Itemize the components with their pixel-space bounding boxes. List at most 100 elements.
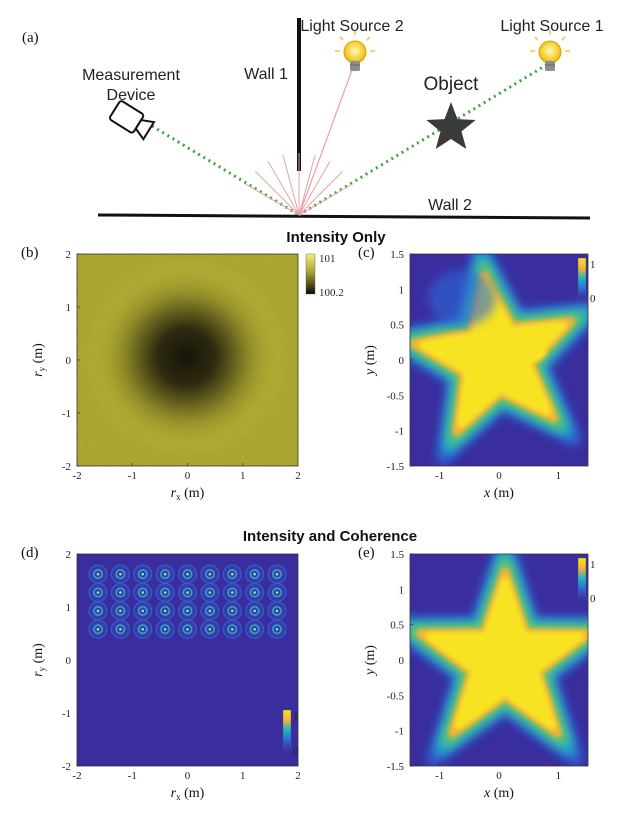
star-object-icon bbox=[426, 102, 476, 149]
x-axis-label: rx (m) bbox=[171, 486, 205, 502]
scattered-ray bbox=[245, 183, 300, 216]
y-axis-label: y (m) bbox=[363, 645, 378, 677]
coherence-ring-center bbox=[275, 572, 279, 576]
coherence-ring-inner bbox=[115, 569, 126, 580]
coherence-ring-inner bbox=[227, 587, 238, 598]
ray-floor-to-source-1 bbox=[298, 62, 549, 217]
colorbar-tick-label: 1 bbox=[590, 559, 596, 571]
coherence-ring-center bbox=[230, 609, 234, 613]
coherence-ring-inner bbox=[182, 569, 193, 580]
x-tick-label: 1 bbox=[556, 770, 562, 782]
scattered-ray bbox=[298, 170, 344, 216]
y-tick-label: 1.5 bbox=[390, 249, 404, 261]
colorbar-tick-label: 1 bbox=[293, 711, 299, 723]
y-axis-label: y (m) bbox=[363, 345, 378, 377]
coherence-ring-center bbox=[163, 591, 167, 594]
panel-letter-label: (c) bbox=[358, 245, 375, 261]
coherence-ring-inner bbox=[227, 605, 238, 616]
x-axis-label: x (m) bbox=[483, 786, 514, 801]
coherence-ring-inner bbox=[204, 569, 215, 580]
coherence-ring-center bbox=[208, 627, 212, 631]
y-tick-label: -1.5 bbox=[387, 461, 405, 473]
coherence-ring-center bbox=[253, 591, 256, 594]
coherence-ring-inner bbox=[272, 569, 283, 580]
measurement-device-label-line-1: Measurement bbox=[82, 67, 180, 84]
coherence-ring-center bbox=[208, 572, 212, 576]
coherence-ring-center bbox=[275, 591, 279, 594]
coherence-ring-center bbox=[186, 591, 189, 594]
y-tick-label: -1.5 bbox=[387, 761, 405, 773]
y-tick-label: -2 bbox=[62, 761, 71, 773]
x-tick-label: 1 bbox=[240, 770, 246, 782]
coherence-ring-center bbox=[275, 609, 279, 613]
coherence-ring-center bbox=[230, 627, 234, 631]
coherence-ring-center bbox=[119, 609, 122, 613]
y-tick-label: -1 bbox=[395, 726, 404, 738]
y-tick-label: 1 bbox=[399, 584, 405, 596]
heatmap-blob bbox=[510, 342, 546, 362]
panel-letter-label: (e) bbox=[358, 545, 375, 561]
measurement-device-label-line-2: Device bbox=[107, 87, 156, 104]
panel-d-colorbar bbox=[282, 709, 292, 751]
heatmap-contour bbox=[425, 577, 585, 730]
coherence-ring-inner bbox=[249, 569, 260, 580]
coherence-ring-center bbox=[141, 609, 145, 613]
y-tick-label: 1.5 bbox=[390, 549, 404, 561]
colorbar-tick-label: 100.2 bbox=[319, 287, 344, 299]
y-tick-label: 0.5 bbox=[390, 620, 404, 632]
coherence-ring-center bbox=[119, 591, 122, 594]
panel-d-chart: -2 -1 0 1 2 -2 -1 0 1 2 rx (m) ry (m) bbox=[31, 549, 301, 802]
scattered-ray bbox=[282, 154, 300, 216]
x-tick-label: -2 bbox=[72, 470, 81, 482]
wall-1-label: Wall 1 bbox=[244, 66, 288, 83]
coherence-ring-inner bbox=[115, 624, 126, 635]
x-tick-label: 0 bbox=[185, 470, 191, 482]
wall-2 bbox=[97, 213, 591, 220]
y-tick-label: 0 bbox=[66, 355, 72, 367]
y-axis-label: ry (m) bbox=[31, 643, 47, 677]
y-tick-label: -2 bbox=[62, 461, 71, 473]
coherence-ring-inner bbox=[160, 587, 171, 598]
ray-device-to-floor bbox=[151, 124, 300, 217]
coherence-ring-inner bbox=[249, 587, 260, 598]
coherence-ring-center bbox=[96, 609, 100, 613]
coherence-ring-center bbox=[208, 591, 212, 594]
coherence-ring-center bbox=[253, 627, 256, 631]
panel-c-ticks: -1 0 1 -1.5 -1 -0.5 0 0.5 1 1.5 x (m) y (m) bbox=[363, 249, 561, 501]
light-source-2-label: Light Source 2 bbox=[300, 18, 403, 35]
y-tick-label: 0 bbox=[399, 355, 405, 367]
y-tick-label: -1 bbox=[62, 408, 71, 420]
coherence-ring-inner bbox=[137, 569, 148, 580]
coherence-ring-inner bbox=[137, 624, 148, 635]
panel-e-chart: -1 0 1 -1.5 -1 -0.5 0 0.5 1 1.5 x (m) y (m) bbox=[363, 549, 589, 801]
coherence-ring-inner bbox=[204, 605, 215, 616]
y-tick-label: 2 bbox=[66, 549, 72, 561]
coherence-ring-inner bbox=[160, 605, 171, 616]
panel-a-scene: (a) bbox=[22, 18, 604, 220]
y-axis-label: ry (m) bbox=[31, 343, 47, 377]
colorbar-tick-label: 0 bbox=[293, 745, 299, 757]
panel-a-label: (a) bbox=[22, 30, 39, 46]
coherence-ring-center bbox=[119, 627, 122, 631]
scattered-ray bbox=[298, 161, 331, 216]
coherence-ring-inner bbox=[115, 587, 126, 598]
x-axis-label: x (m) bbox=[483, 486, 514, 501]
x-tick-label: -1 bbox=[435, 470, 444, 482]
camera-icon bbox=[109, 100, 156, 141]
section-title-intensity-coherence: Intensity and Coherence bbox=[243, 528, 417, 545]
coherence-ring-inner bbox=[227, 624, 238, 635]
coherence-ring-inner bbox=[115, 605, 126, 616]
panel-e-colorbar bbox=[577, 557, 587, 600]
coherence-ring-inner bbox=[249, 624, 260, 635]
coherence-ring-center bbox=[275, 627, 279, 631]
colorbar-tick-label: 1 bbox=[590, 259, 596, 271]
x-tick-label: 0 bbox=[185, 770, 191, 782]
y-tick-label: 2 bbox=[66, 249, 72, 261]
coherence-ring-inner bbox=[137, 587, 148, 598]
coherence-ring-inner bbox=[182, 587, 193, 598]
coherence-ring-center bbox=[163, 572, 167, 576]
panel-c-heatmap bbox=[410, 254, 588, 466]
scattered-ray bbox=[267, 161, 300, 216]
y-tick-label: 0 bbox=[399, 655, 405, 667]
coherence-ring-inner bbox=[204, 587, 215, 598]
